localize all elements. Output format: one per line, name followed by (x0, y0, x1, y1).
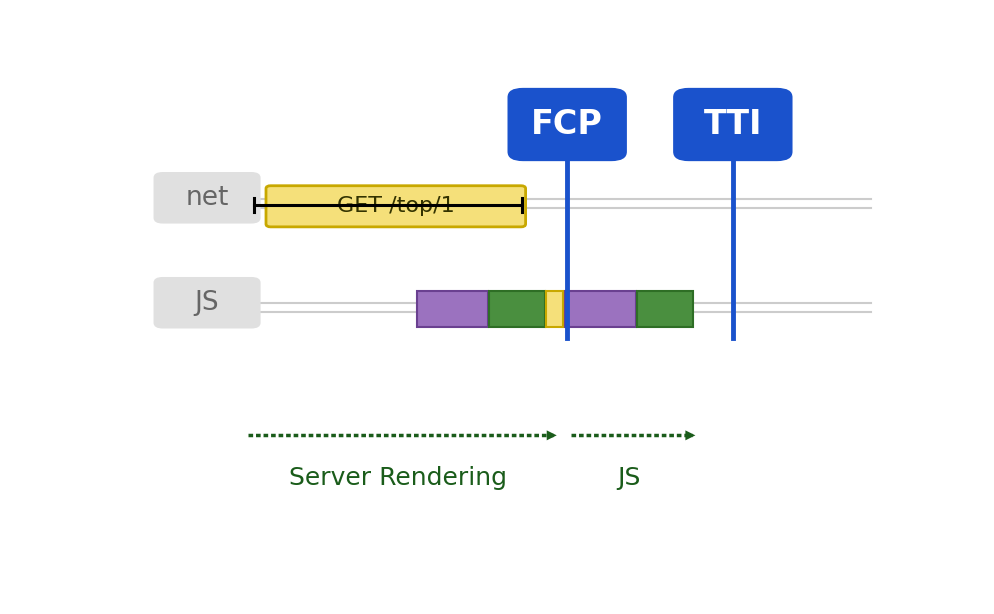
Text: Server Rendering: Server Rendering (288, 466, 507, 490)
FancyBboxPatch shape (417, 291, 488, 327)
Text: GET /top/1: GET /top/1 (337, 196, 454, 216)
FancyBboxPatch shape (489, 291, 545, 327)
FancyBboxPatch shape (153, 172, 260, 223)
FancyBboxPatch shape (547, 291, 564, 327)
FancyBboxPatch shape (673, 88, 792, 161)
FancyBboxPatch shape (637, 291, 693, 327)
FancyBboxPatch shape (508, 88, 627, 161)
Text: JS: JS (617, 466, 640, 490)
Text: TTI: TTI (704, 108, 762, 141)
FancyBboxPatch shape (266, 185, 526, 227)
Text: JS: JS (195, 290, 220, 316)
Text: FCP: FCP (531, 108, 603, 141)
FancyBboxPatch shape (565, 291, 636, 327)
Text: net: net (185, 185, 229, 211)
FancyBboxPatch shape (153, 277, 260, 328)
